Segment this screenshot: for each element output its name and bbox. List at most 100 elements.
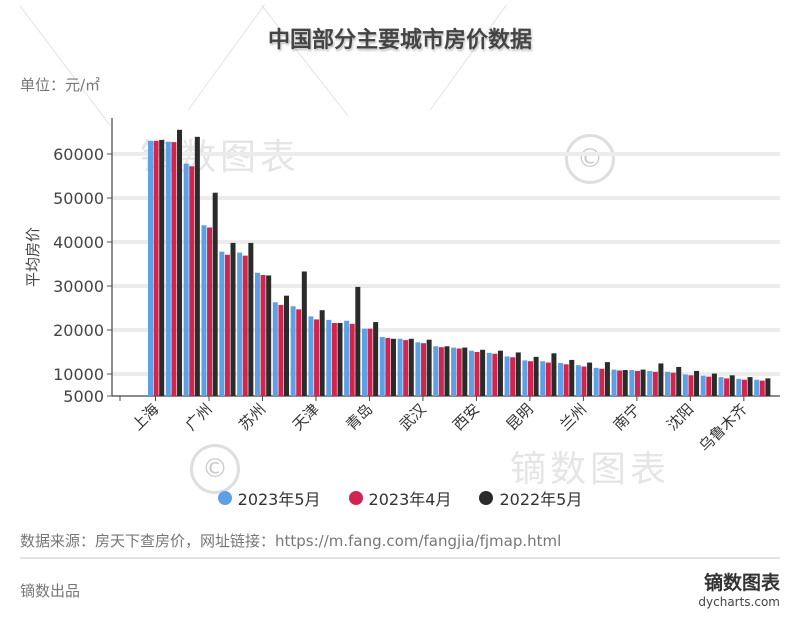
bar[interactable] [337,322,343,396]
bar[interactable] [219,251,225,396]
bar[interactable] [408,338,414,396]
bar[interactable] [272,302,278,396]
bar[interactable] [747,377,753,396]
bar[interactable] [765,378,771,396]
bar[interactable] [451,347,457,396]
bar[interactable] [373,322,379,396]
bar[interactable] [700,375,706,396]
bar[interactable] [688,375,694,396]
bar[interactable] [634,370,640,396]
bar[interactable] [290,306,296,396]
bar[interactable] [301,271,307,396]
bar[interactable] [622,370,628,396]
bar[interactable] [456,348,462,396]
bar[interactable] [284,295,289,396]
bar[interactable] [694,370,700,396]
bar[interactable] [682,374,688,396]
bar[interactable] [242,255,248,396]
bar[interactable] [344,320,350,396]
bar[interactable] [433,346,439,396]
bar[interactable] [403,340,409,396]
bar[interactable] [480,349,486,396]
bar[interactable] [230,242,236,396]
bar[interactable] [486,352,492,396]
bar[interactable] [587,362,593,396]
bar[interactable] [355,286,361,396]
bar[interactable] [326,319,332,396]
legend-item-2023-may[interactable]: 2023年5月 [217,486,321,510]
bar[interactable] [189,166,195,396]
bar[interactable] [224,254,230,396]
bar[interactable] [658,363,664,396]
bar[interactable] [421,343,427,396]
bar[interactable] [593,367,599,396]
bar[interactable] [540,361,546,396]
bar[interactable] [385,337,391,396]
bar[interactable] [426,339,432,396]
bar[interactable] [397,338,403,396]
bar[interactable] [165,141,171,396]
bar[interactable] [665,371,671,396]
bar[interactable] [296,309,302,396]
bar[interactable] [533,356,539,396]
bar[interactable] [504,356,510,396]
bar[interactable] [617,370,623,396]
bar[interactable] [438,347,444,396]
bar[interactable] [379,337,385,396]
bar[interactable] [361,328,367,396]
bar[interactable] [207,227,213,396]
bar[interactable] [474,352,480,396]
bar[interactable] [194,136,200,396]
bar[interactable] [254,272,260,396]
bar[interactable] [706,376,712,396]
bar[interactable] [177,129,183,397]
bar[interactable] [183,163,189,396]
bar[interactable] [462,347,468,396]
bar[interactable] [468,350,474,396]
bar[interactable] [248,242,254,396]
bar[interactable] [599,368,605,396]
bar[interactable] [652,371,658,396]
bar[interactable] [308,316,314,396]
bar[interactable] [647,370,653,396]
bar[interactable] [148,140,153,396]
bar[interactable] [545,362,551,396]
bar[interactable] [640,369,646,396]
bar[interactable] [201,225,207,396]
bar[interactable] [575,365,581,396]
bar[interactable] [718,377,724,396]
bar[interactable] [319,310,325,396]
bar[interactable] [729,375,735,396]
bar[interactable] [522,360,528,396]
bar[interactable] [497,350,503,396]
bar[interactable] [331,322,337,396]
bar[interactable] [569,359,575,396]
bar[interactable] [515,352,521,396]
bar[interactable] [676,366,682,396]
bar[interactable] [212,192,218,396]
bar[interactable] [629,370,635,396]
bar[interactable] [759,380,765,396]
bar[interactable] [444,346,450,396]
bar[interactable] [558,363,564,396]
bar[interactable] [754,379,760,396]
bar[interactable] [159,139,165,397]
bar[interactable] [314,319,320,396]
bar[interactable] [266,275,272,396]
bar[interactable] [711,373,717,396]
bar[interactable] [670,372,676,396]
bar[interactable] [278,304,284,396]
bar[interactable] [736,378,742,396]
bar[interactable] [611,369,617,396]
bar[interactable] [563,364,569,396]
bar[interactable] [237,252,243,396]
bar[interactable] [171,142,177,396]
bar[interactable] [367,328,373,396]
bar[interactable] [153,140,159,396]
bar[interactable] [604,362,610,396]
bar[interactable] [390,338,396,396]
bar[interactable] [581,366,587,396]
bar[interactable] [260,275,266,396]
legend-item-2023-apr[interactable]: 2023年4月 [348,486,451,510]
bar[interactable] [510,357,516,396]
